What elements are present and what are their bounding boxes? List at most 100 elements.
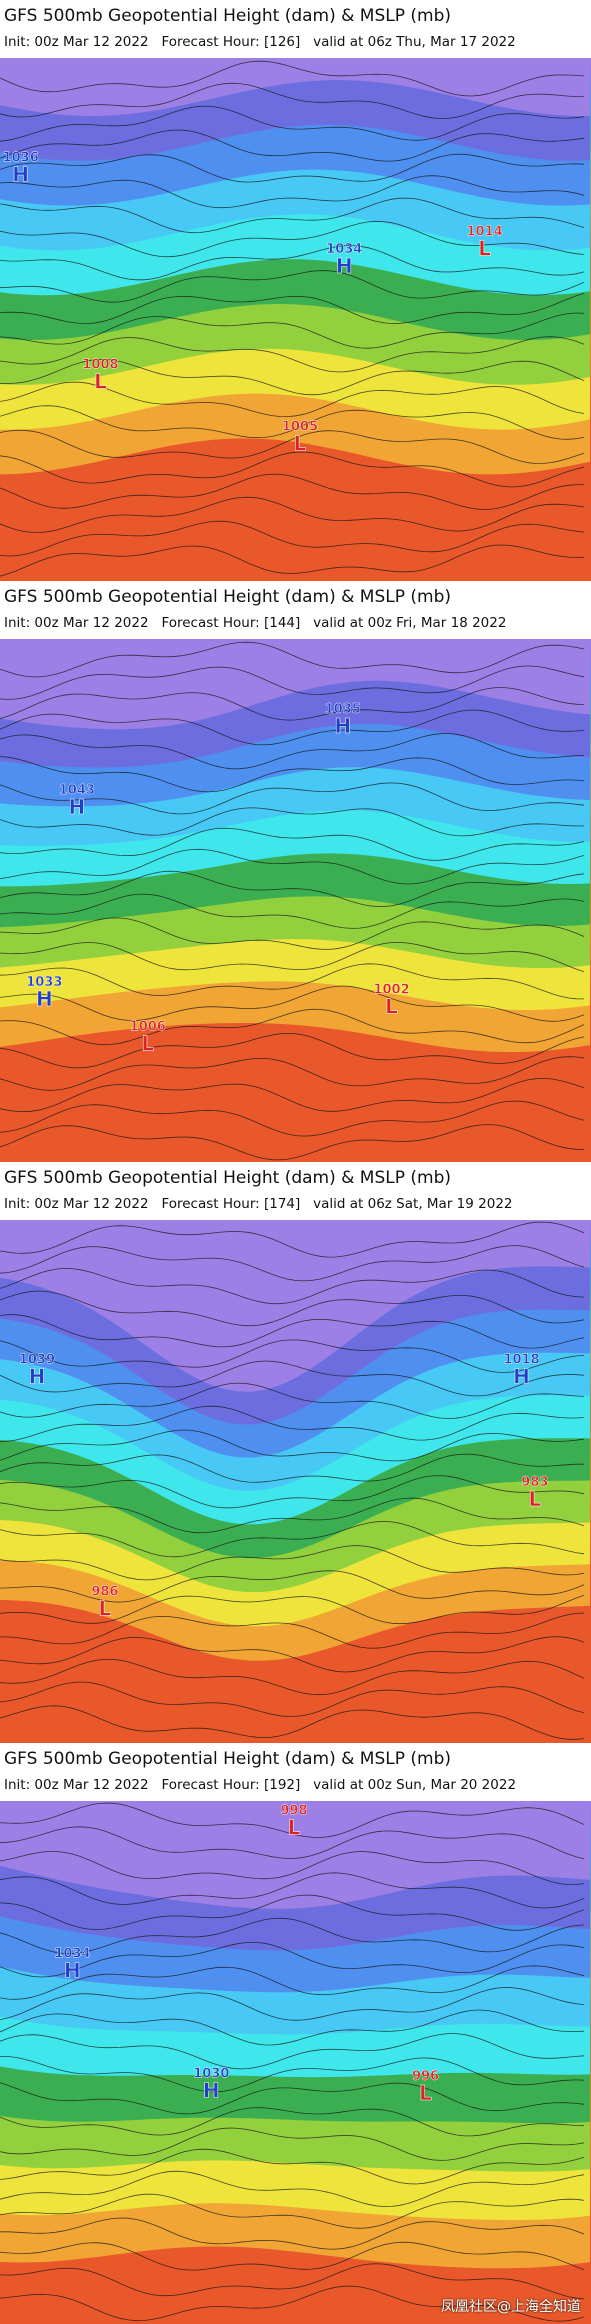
isobar — [0, 105, 585, 142]
center-value: 1033 — [26, 975, 62, 990]
isobar — [0, 709, 585, 746]
panel-title: GFS 500mb Geopotential Height (dam) & MS… — [4, 6, 452, 26]
isobar — [0, 941, 585, 973]
isobar — [0, 1056, 585, 1091]
isobar — [0, 1339, 585, 1373]
isobar — [0, 1100, 585, 1137]
center-letter: H — [513, 1364, 530, 1388]
isobar — [0, 1290, 585, 1327]
isobar — [0, 1612, 585, 1649]
isobar — [0, 175, 585, 209]
watermark: 凤凰社区@上海全知道 — [441, 2299, 581, 2315]
center-value: 1008 — [82, 357, 118, 372]
isobar — [0, 1705, 585, 1740]
map-panel: GFS 500mb Geopotential Height (dam) & MS… — [0, 0, 591, 581]
isobar — [0, 1405, 585, 1442]
center-letter: L — [94, 369, 107, 393]
height-band — [0, 1801, 591, 1909]
isobar — [0, 1520, 585, 1558]
center-letter: L — [288, 1815, 301, 1839]
isobar — [0, 544, 585, 577]
isobar — [0, 2082, 585, 2115]
isobar — [0, 1077, 585, 1113]
center-value: 1030 — [193, 2066, 229, 2081]
isobar — [0, 1453, 584, 1483]
isobar — [0, 985, 585, 1022]
isobar — [0, 1965, 585, 2000]
isobar — [0, 2148, 585, 2185]
height-band — [0, 58, 591, 116]
center-value: 1014 — [467, 224, 503, 239]
isobar — [0, 1987, 585, 2021]
isobar — [0, 1917, 585, 1955]
center-letter: L — [478, 236, 491, 260]
isobar — [0, 1570, 585, 1603]
isobar — [0, 1942, 585, 1978]
isobar — [0, 827, 585, 861]
isobar — [0, 1360, 585, 1397]
center-value: 996 — [412, 2069, 439, 2084]
isobar — [0, 2217, 585, 2250]
center-value: 1034 — [326, 242, 362, 257]
isobar — [0, 292, 585, 324]
panel-info: Init: 00z Mar 12 2022 Forecast Hour: [14… — [4, 615, 507, 631]
center-value: 983 — [521, 1475, 548, 1490]
isobar — [0, 1475, 585, 1509]
isobar — [0, 917, 585, 950]
center-letter: H — [36, 987, 53, 1011]
isobar — [0, 473, 585, 510]
panel-info: Init: 00z Mar 12 2022 Forecast Hour: [19… — [4, 1777, 517, 1793]
height-band — [0, 1220, 591, 1392]
center-value: 1036 — [3, 150, 39, 165]
isobar — [0, 1594, 585, 1625]
isobar — [0, 82, 585, 120]
isobar — [0, 1802, 585, 1838]
map-panel: GFS 500mb Geopotential Height (dam) & MS… — [0, 1162, 591, 1743]
isobar — [0, 60, 585, 97]
center-letter: H — [334, 714, 351, 738]
isobar — [0, 1636, 585, 1673]
isobar — [0, 687, 585, 721]
isobar — [0, 1314, 585, 1349]
height-band — [0, 639, 591, 730]
isobar — [0, 2241, 585, 2271]
center-letter: H — [336, 254, 353, 278]
isobar — [0, 733, 585, 770]
isobar — [0, 381, 585, 418]
panel-info: Init: 00z Mar 12 2022 Forecast Hour: [12… — [4, 34, 516, 50]
isobar — [0, 848, 585, 885]
isobar — [0, 451, 585, 488]
isobar — [0, 2107, 585, 2137]
isobar — [0, 336, 585, 373]
map-panel: GFS 500mb Geopotential Height (dam) & MS… — [0, 1743, 591, 2324]
isobar — [0, 2056, 585, 2093]
center-letter: H — [12, 162, 29, 186]
center-letter: H — [68, 795, 85, 819]
panel-info: Init: 00z Mar 12 2022 Forecast Hour: [17… — [4, 1196, 513, 1212]
isobar — [0, 1872, 585, 1909]
isobar — [0, 1429, 585, 1462]
center-value: 998 — [280, 1803, 307, 1818]
isobar — [0, 2127, 585, 2161]
isobar — [0, 2285, 585, 2322]
isobar — [0, 429, 585, 464]
center-letter: L — [528, 1487, 541, 1511]
center-value: 1018 — [503, 1352, 539, 1367]
isobar — [0, 1032, 585, 1069]
isobar — [0, 1894, 585, 1931]
isobar — [0, 1497, 585, 1534]
isobar — [0, 2009, 585, 2046]
isobar — [0, 963, 585, 1000]
isobar — [0, 520, 585, 557]
isobar — [0, 245, 585, 281]
isobar — [0, 1245, 585, 1282]
isobar — [0, 1124, 585, 1161]
center-value: 1005 — [282, 419, 318, 434]
center-value: 986 — [91, 1584, 118, 1599]
isobar — [0, 1008, 585, 1046]
isobar — [0, 641, 585, 678]
center-letter: L — [141, 1032, 154, 1056]
